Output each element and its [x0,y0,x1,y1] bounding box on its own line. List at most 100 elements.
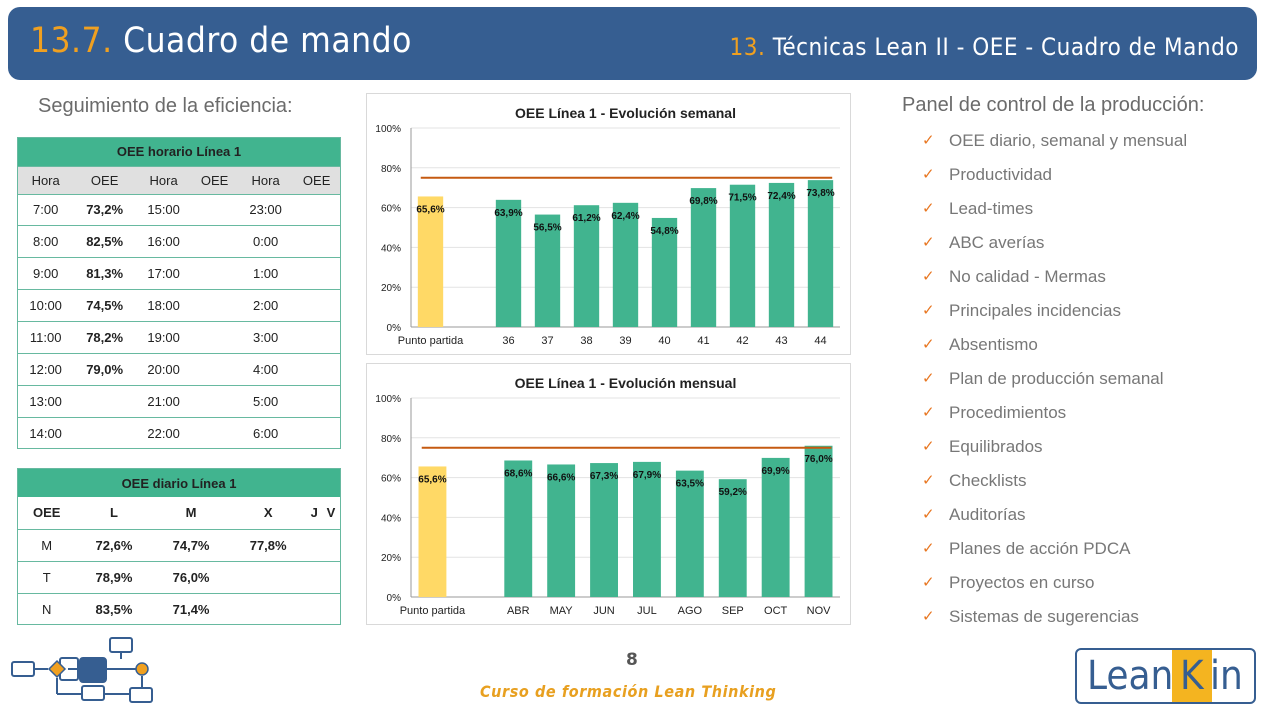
oee-cell: 81,3% [73,256,136,289]
table-row: 13:00 21:00 5:00 [18,384,340,417]
bar [633,461,661,597]
x-tick-label: Punto partida [398,335,464,347]
x-tick-label: 39 [619,335,631,347]
check-icon: ✓ [922,540,935,557]
panel-list-item: ✓ Sistemas de sugerencias [922,607,1187,641]
control-panel-list: ✓ OEE diario, semanal y mensual ✓ Productiv… [922,131,1187,641]
chapter-title: 13. Técnicas Lean II - OEE - Cuadro de M… [730,33,1239,61]
monthly-oee-chart: OEE Línea 1 - Evolución mensual 0% 20% 40% 6… [366,363,851,625]
panel-item-label: Plan de producción semanal [949,369,1164,388]
y-tick-label: 40% [381,243,401,254]
bar [675,470,704,597]
x-tick-label: JUL [637,605,657,617]
bar [590,463,618,597]
table-row: 14:00 22:00 6:00 [18,416,340,449]
bar [718,479,747,597]
bar [768,182,795,327]
y-tick-label: 80% [381,164,401,175]
oee-cell [191,288,238,321]
hourly-oee-grid: OEE horario Línea 1 Hora OEE Hora OEE Hora OEE… [18,138,340,449]
data-label: 65,6% [416,204,444,215]
bar [761,457,790,597]
table-row: 10:00 74,5% 18:00 2:00 [18,288,340,321]
oee-cell [191,224,238,257]
data-label: 62,4% [611,211,639,222]
x-tick-label: AGO [678,605,703,617]
oee-cell [191,416,238,449]
oee-cell [191,256,238,289]
table-title: OEE diario Línea 1 [18,469,340,497]
x-tick-label: MAY [550,605,574,617]
panel-item-label: No calidad - Mermas [949,267,1106,286]
oee-cell [191,352,238,385]
panel-item-label: Auditorías [949,505,1026,524]
table-header-row: OEE L M X J V [18,497,340,529]
column-header: X [263,505,273,521]
oee-cell [293,288,340,321]
data-label: 66,6% [547,472,575,483]
bar [547,464,576,597]
data-label: 69,9% [761,466,789,477]
hour-cell: 17:00 [135,256,192,289]
bar [729,184,756,327]
panel-list-item: ✓ Productividad [922,165,1187,199]
data-label: 72,4% [767,191,795,202]
oee-cell [229,560,307,593]
table-row: N 83,5% 71,4% [18,592,340,625]
oee-cell [191,193,238,225]
hour-cell: 11:00 [18,320,74,353]
table-row: 12:00 79,0% 20:00 4:00 [18,352,340,385]
panel-item-label: Principales incidencias [949,301,1121,320]
bar [417,196,444,327]
oee-cell [321,528,340,561]
x-tick-label: 44 [814,335,826,347]
table-title-row: OEE diario Línea 1 [18,469,340,497]
panel-item-label: ABC averías [949,233,1045,252]
check-icon: ✓ [922,166,935,183]
oee-cell [293,256,340,289]
panel-item-label: Checklists [949,471,1027,490]
hour-cell: 9:00 [18,256,74,289]
x-tick-label: NOV [807,605,832,617]
oee-cell: 79,0% [73,352,136,385]
hour-cell: 0:00 [237,224,294,257]
x-tick-label: OCT [764,605,788,617]
x-tick-label: 41 [697,335,709,347]
oee-cell [321,560,340,593]
table-header-row: Hora OEE Hora OEE Hora OEE [18,165,340,194]
chart-title: OEE Línea 1 - Evolución semanal [515,105,736,121]
hourly-oee-table: OEE horario Línea 1 Hora OEE Hora OEE Hora OEE… [17,137,341,449]
y-tick-label: 0% [387,593,402,604]
table-row: 7:00 73,2% 15:00 23:00 [18,193,340,225]
x-tick-label: 40 [658,335,670,347]
oee-cell [73,416,136,449]
hour-cell: 16:00 [135,224,192,257]
oee-cell: 82,5% [73,224,136,257]
hour-cell: 1:00 [237,256,294,289]
column-header: L [109,505,118,521]
efficiency-subtitle: Seguimiento de la eficiencia: [38,95,293,117]
chapter-number: 13. [729,33,766,61]
table-row: 11:00 78,2% 19:00 3:00 [18,320,340,353]
daily-oee-grid: OEE diario Línea 1 OEE L M X J V M 72,6% 74,7% 77,… [18,469,340,625]
process-flow-logo-icon [11,637,153,703]
hour-cell: 19:00 [135,320,192,353]
panel-item-label: Sistemas de sugerencias [949,607,1139,626]
course-footer: Curso de formación Lean Thinking [480,682,777,701]
hour-cell: 7:00 [18,193,74,225]
section-number: 13.7. [30,21,113,61]
x-tick-label: 42 [736,335,748,347]
check-icon: ✓ [922,200,935,217]
x-tick-label: 43 [775,335,787,347]
panel-list-item: ✓ ABC averías [922,233,1187,267]
column-header: Hora [18,165,74,194]
oee-cell: 73,2% [73,193,136,225]
data-label: 67,3% [590,471,618,482]
column-header: OEE [73,165,136,194]
panel-list-item: ✓ OEE diario, semanal y mensual [922,131,1187,165]
oee-cell [191,384,238,417]
oee-cell [293,416,340,449]
hour-cell: 6:00 [237,416,294,449]
oee-cell [73,384,136,417]
oee-cell: 74,5% [73,288,136,321]
